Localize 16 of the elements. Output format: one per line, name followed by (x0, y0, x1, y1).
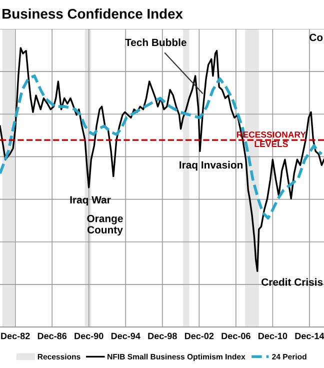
annotation: Tech Bubble (125, 38, 186, 46)
text: Co (310, 34, 323, 42)
annotation: Iraq War (70, 196, 111, 206)
annotation: Orange County (87, 214, 123, 236)
x-tick-label: Dec-82 (1, 332, 30, 340)
x-tick-label: Dec-10 (258, 332, 288, 340)
annotation: Iraq Invasion (180, 160, 243, 171)
x-tick-label: Dec-98 (148, 332, 177, 340)
x-tick-label: Dec-94 (111, 332, 140, 340)
x-tick-label: Dec-02 (184, 332, 214, 340)
x-tick-label: Dec-14 (295, 332, 324, 340)
annotation: Credit Crisis (262, 278, 323, 286)
x-tick-label: Dec-06 (222, 332, 250, 340)
x-tick-label: Dec-86 (38, 332, 67, 340)
chart-title: Business Confidence Index (2, 8, 183, 19)
x-tick-label: Dec-90 (74, 332, 104, 340)
